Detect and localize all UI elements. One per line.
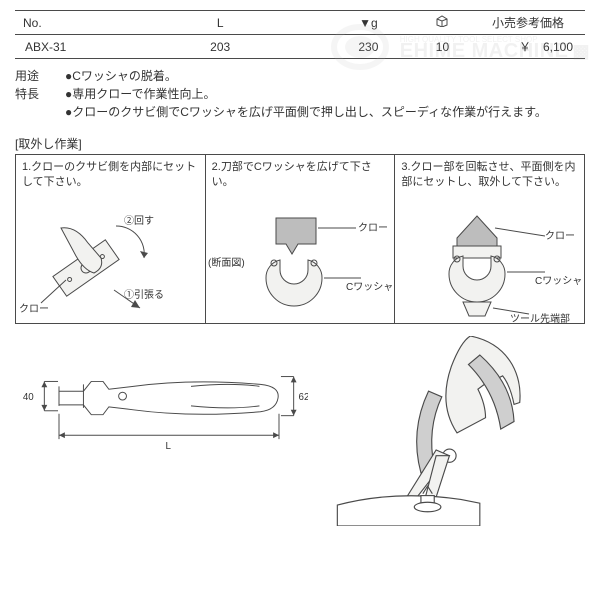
step1-text: 1.クローのクサビ側を内部にセットして下さい。 xyxy=(22,160,199,190)
usage-illustration xyxy=(318,336,585,529)
box-icon xyxy=(435,15,449,27)
table-row: ABX-31 203 230 10 ￥ 6,100 xyxy=(15,35,585,59)
th-l: L xyxy=(118,11,323,35)
th-g: ▼g xyxy=(323,11,414,35)
dim-40: 40 xyxy=(23,392,34,403)
td-price: ￥ 6,100 xyxy=(471,35,585,59)
th-box xyxy=(414,11,471,35)
td-l: 203 xyxy=(118,35,323,59)
step2-label-claw: クロー xyxy=(358,222,388,234)
step1-label-pull: ①引張る xyxy=(124,289,164,301)
usage-text-1: Cワッシャの脱着。 xyxy=(72,69,177,83)
step2-label-washer: Cワッシャ xyxy=(346,282,393,293)
step3-text: 3.クロー部を回転させ、平面側を内部にセットし、取外して下さい。 xyxy=(401,160,578,190)
step-1: 1.クローのクサビ側を内部にセットして下さい。 クロー xyxy=(16,155,206,323)
description-block: 用途 Cワッシャの脱着。 特長 専用クローで作業性向上。 クローのクサビ側でCワ… xyxy=(15,67,585,121)
step3-label-claw: クロー xyxy=(545,230,575,242)
step1-diagram: クロー ②回す ①引張る xyxy=(16,208,206,323)
td-box: 10 xyxy=(414,35,471,59)
th-price: 小売参考価格 xyxy=(471,11,585,35)
step3-diagram: クロー Cワッシャ ツール先端部 xyxy=(395,208,585,323)
step-3: 3.クロー部を回転させ、平面側を内部にセットし、取外して下さい。 クロー Cワッ… xyxy=(395,155,584,323)
step-2: 2.刀部でCワッシャを広げて下さい。 (断面図) クロー Cワッシャ xyxy=(206,155,396,323)
feature-text-1: 専用クローで作業性向上。 xyxy=(72,87,215,101)
dim-62: 62 xyxy=(299,392,309,403)
table-header-row: No. L ▼g 小売参考価格 xyxy=(15,11,585,35)
step3-label-tip: ツール先端部 xyxy=(510,312,570,323)
section-title: [取外し作業] xyxy=(15,135,585,152)
td-g: 230 xyxy=(323,35,414,59)
bottom-row: 40 62 L xyxy=(15,336,585,529)
td-no: ABX-31 xyxy=(15,35,118,59)
dim-l: L xyxy=(166,441,172,452)
dimension-drawing: 40 62 L xyxy=(15,336,308,529)
feature-text-2: クローのクサビ側でCワッシャを広げ平面側で押し出し、スピーディな作業が行えます。 xyxy=(72,105,547,119)
feature-label: 特長 xyxy=(15,85,65,103)
step2-label-sectional: (断面図) xyxy=(208,256,245,269)
spec-table: No. L ▼g 小売参考価格 ABX-31 203 230 10 ￥ 6,10… xyxy=(15,10,585,59)
step1-label-claw: クロー xyxy=(19,303,49,315)
removal-steps: 1.クローのクサビ側を内部にセットして下さい。 クロー xyxy=(15,154,585,324)
usage-label: 用途 xyxy=(15,67,65,85)
step2-text: 2.刀部でCワッシャを広げて下さい。 xyxy=(212,160,389,190)
step1-label-turn: ②回す xyxy=(124,215,154,227)
step3-label-washer: Cワッシャ xyxy=(535,276,582,287)
th-no: No. xyxy=(15,11,118,35)
step2-diagram: (断面図) クロー Cワッシャ xyxy=(206,208,396,323)
